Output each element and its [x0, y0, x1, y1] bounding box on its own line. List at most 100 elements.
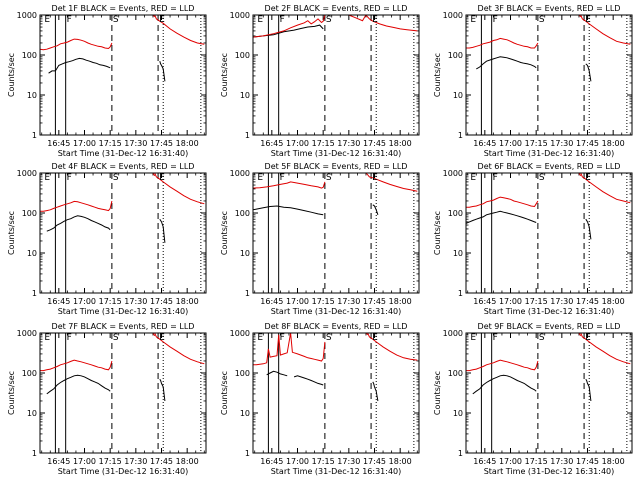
y-tick-label: 1000 — [443, 11, 463, 20]
event-marker-label: S — [539, 173, 545, 183]
y-tick-label: 1 — [32, 449, 37, 458]
x-tick-label: 17:00 — [73, 139, 96, 148]
y-tick-label: 1000 — [17, 329, 37, 338]
event-marker-label: S — [326, 173, 332, 183]
x-tick-label: 17:15 — [99, 457, 122, 466]
y-tick-label: 1000 — [443, 169, 463, 178]
x-tick-label: 17:15 — [99, 297, 122, 306]
detector-panel-5: Det 5F BLACK = Events, RED = LLD 1 10 100 10… — [220, 162, 420, 316]
y-tick-label: 1 — [32, 289, 37, 298]
event-marker-label: E — [372, 173, 378, 183]
event-marker-label: S — [539, 15, 545, 25]
x-axis-label: Start Time (31-Dec-12 16:31:40) — [484, 149, 615, 158]
y-tick-label: 10 — [27, 409, 37, 418]
y-tick-label: 1000 — [17, 11, 37, 20]
y-tick-label: 1 — [458, 289, 463, 298]
y-tick-label: 100 — [448, 209, 463, 218]
x-tick-label: 17:45 — [363, 297, 386, 306]
y-axis-label: Counts/sec — [220, 53, 229, 97]
y-axis-label: Counts/sec — [433, 371, 442, 415]
event-marker-label: E — [470, 173, 476, 183]
event-marker-label: E — [257, 333, 263, 343]
y-tick-label: 10 — [240, 409, 250, 418]
x-tick-label: 17:00 — [286, 139, 309, 148]
x-tick-label: 18:00 — [389, 457, 412, 466]
x-tick-label: 17:45 — [363, 139, 386, 148]
event-marker-label: F — [67, 333, 72, 343]
x-tick-label: 17:00 — [73, 297, 96, 306]
x-tick-label: 16:45 — [260, 297, 283, 306]
event-marker-label: E — [44, 333, 50, 343]
x-tick-label: 17:00 — [499, 457, 522, 466]
y-tick-label: 100 — [235, 369, 250, 378]
x-tick-label: 17:00 — [499, 297, 522, 306]
events-series-line — [253, 205, 324, 216]
events-series-line — [266, 370, 288, 377]
y-tick-label: 10 — [453, 91, 463, 100]
chart-title: Det 7F BLACK = Events, RED = LLD — [52, 322, 195, 331]
events-series-line — [372, 381, 379, 402]
event-marker-label: E — [159, 15, 165, 25]
x-tick-label: 17:45 — [150, 457, 173, 466]
y-axis-label: Counts/sec — [7, 211, 16, 255]
event-marker-label: E — [470, 15, 476, 25]
detector-panel-3: Det 3F BLACK = Events, RED = LLD 1 10 100 10… — [433, 4, 633, 158]
y-tick-label: 1 — [245, 289, 250, 298]
x-axis-label: Start Time (31-Dec-12 16:31:40) — [58, 467, 189, 476]
lld-series-line — [367, 333, 418, 361]
x-tick-label: 16:45 — [47, 297, 70, 306]
x-tick-label: 17:45 — [576, 139, 599, 148]
lld-series-line — [154, 15, 205, 45]
events-series-line — [472, 374, 537, 395]
x-tick-label: 17:30 — [550, 457, 573, 466]
lld-series-line — [342, 15, 418, 32]
y-tick-label: 1 — [458, 131, 463, 140]
x-tick-label: 17:00 — [286, 297, 309, 306]
x-tick-label: 16:45 — [47, 139, 70, 148]
event-marker-label: E — [372, 15, 378, 25]
x-tick-label: 17:30 — [124, 457, 147, 466]
event-marker-label: S — [326, 15, 332, 25]
lld-series-line — [253, 181, 326, 189]
y-tick-label: 1 — [458, 449, 463, 458]
x-tick-label: 17:45 — [576, 297, 599, 306]
x-tick-label: 16:45 — [473, 139, 496, 148]
event-marker-label: F — [493, 333, 498, 343]
x-tick-label: 18:00 — [602, 457, 625, 466]
y-tick-label: 100 — [448, 51, 463, 60]
y-axis-label: Counts/sec — [7, 53, 16, 97]
y-tick-label: 100 — [22, 209, 37, 218]
y-tick-label: 10 — [240, 249, 250, 258]
x-tick-label: 16:45 — [260, 457, 283, 466]
event-marker-label: F — [493, 173, 498, 183]
event-marker-label: S — [113, 333, 119, 343]
event-marker-label: E — [585, 15, 591, 25]
plot-frame — [39, 332, 207, 454]
x-axis-label: Start Time (31-Dec-12 16:31:40) — [484, 307, 615, 316]
x-tick-label: 17:00 — [499, 139, 522, 148]
events-series-line — [159, 378, 166, 402]
chart-title: Det 2F BLACK = Events, RED = LLD — [265, 4, 408, 13]
y-tick-label: 100 — [235, 209, 250, 218]
y-tick-label: 100 — [22, 369, 37, 378]
x-tick-label: 17:30 — [124, 139, 147, 148]
x-tick-label: 18:00 — [602, 139, 625, 148]
lld-series-line — [466, 359, 539, 372]
y-axis-label: Counts/sec — [220, 371, 229, 415]
event-marker-label: E — [585, 173, 591, 183]
y-axis-label: Counts/sec — [433, 53, 442, 97]
y-tick-label: 10 — [27, 91, 37, 100]
x-tick-label: 17:30 — [124, 297, 147, 306]
lld-series-line — [253, 15, 326, 38]
x-tick-label: 17:15 — [99, 139, 122, 148]
event-marker-label: F — [280, 15, 285, 25]
chart-title: Det 5F BLACK = Events, RED = LLD — [265, 162, 408, 171]
lld-series-line — [580, 15, 631, 45]
plot-frame — [465, 172, 633, 294]
x-tick-label: 17:45 — [150, 297, 173, 306]
x-tick-label: 17:45 — [576, 457, 599, 466]
y-tick-label: 1000 — [230, 11, 250, 20]
x-axis-label: Start Time (31-Dec-12 16:31:40) — [271, 307, 402, 316]
x-tick-label: 18:00 — [176, 139, 199, 148]
